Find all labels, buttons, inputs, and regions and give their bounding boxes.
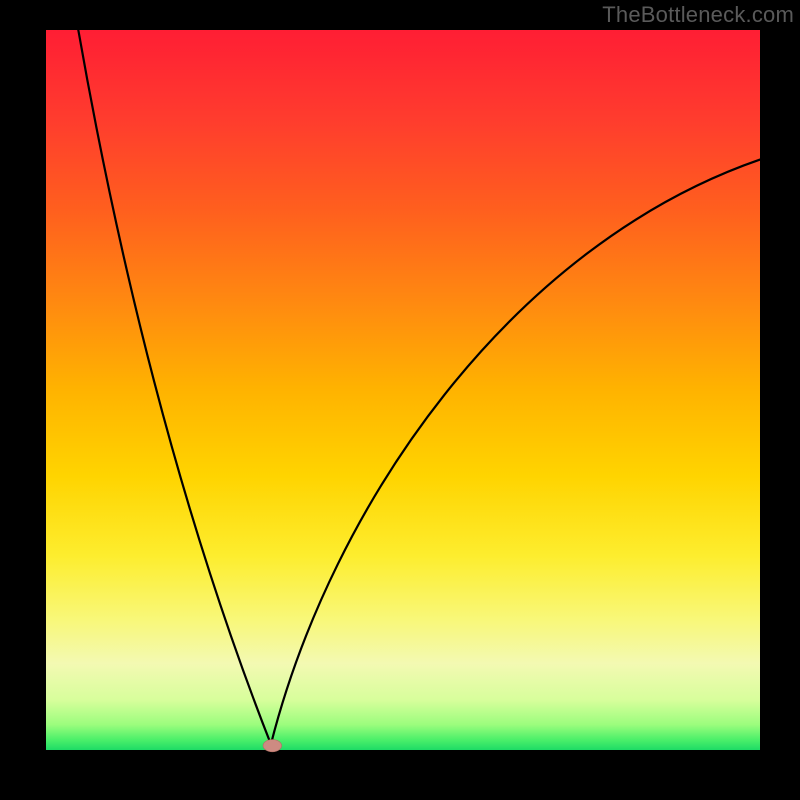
bottleneck-chart: [0, 0, 800, 800]
plot-background: [46, 30, 760, 750]
minimum-marker: [263, 740, 282, 752]
watermark-text: TheBottleneck.com: [602, 2, 794, 28]
figure-stage: TheBottleneck.com: [0, 0, 800, 800]
